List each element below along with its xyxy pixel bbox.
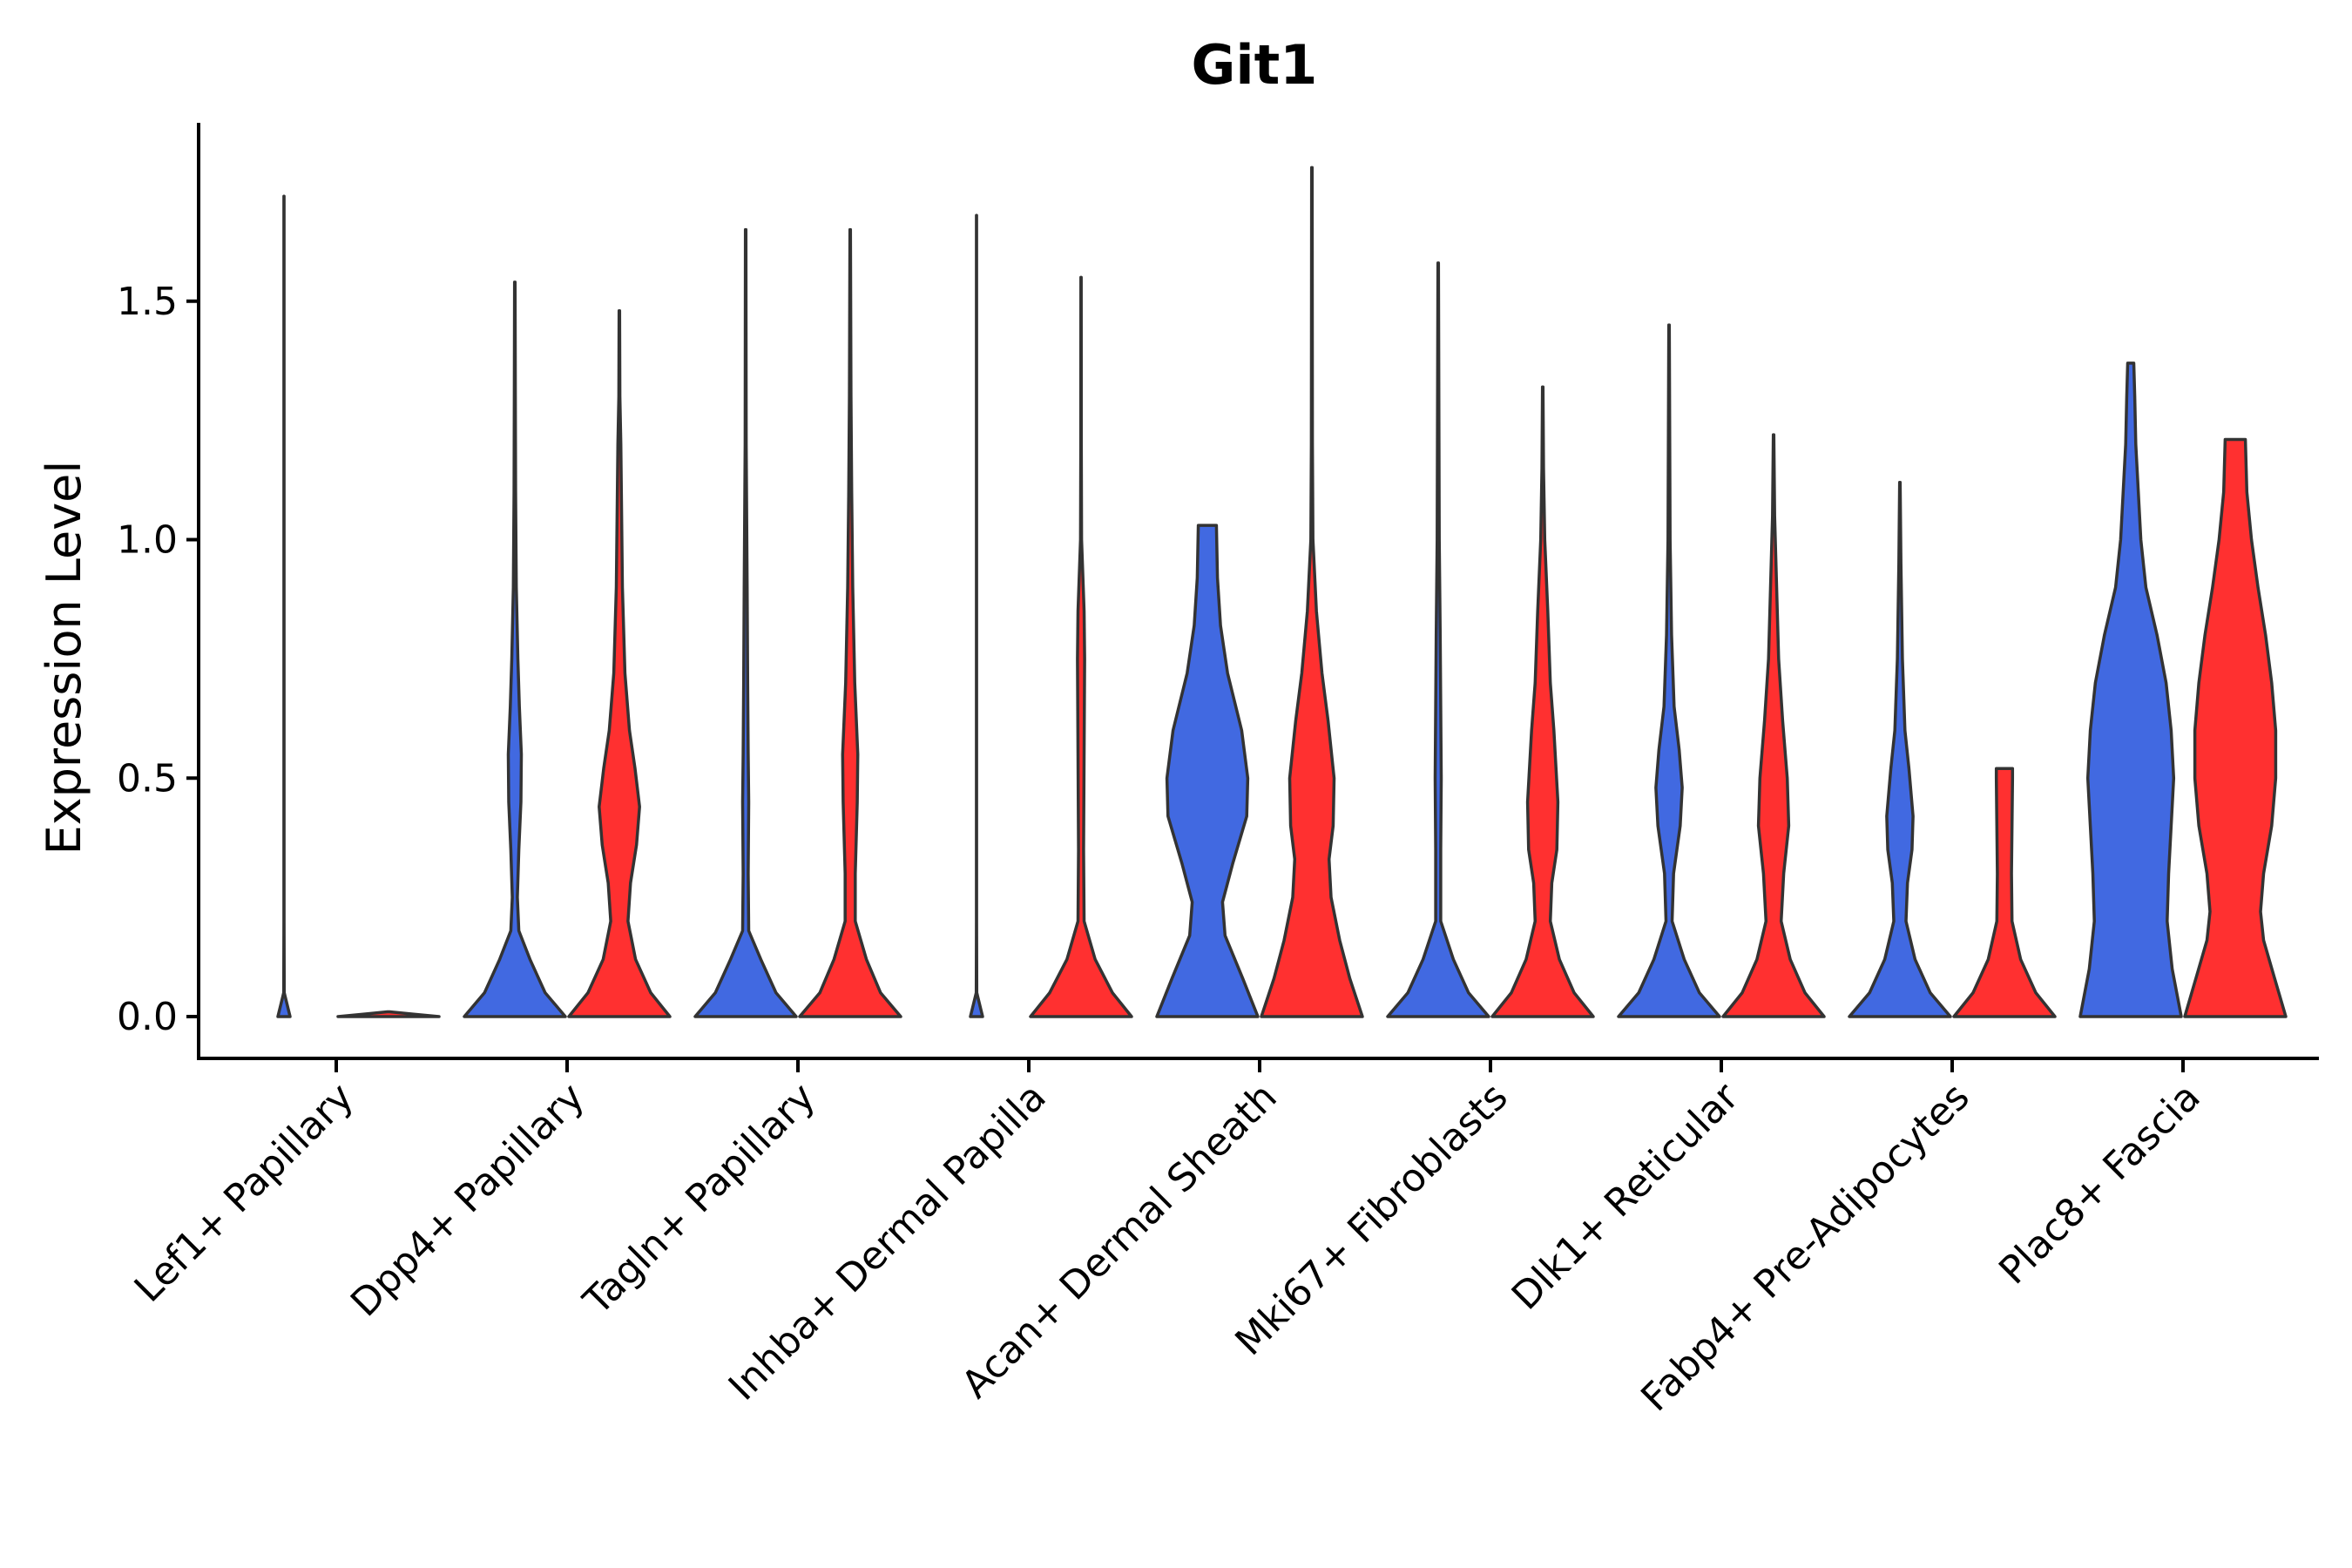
violin-group2: [1952, 767, 2057, 1018]
violin-group2: [1260, 166, 1364, 1018]
violin-group1: [1386, 261, 1490, 1018]
violin-group2: [336, 1010, 441, 1018]
violin-group1: [276, 194, 292, 1018]
x-tick-label: Dpp4+ Papillary: [342, 1075, 593, 1326]
violin-group1: [463, 280, 567, 1018]
violin-group2: [2183, 437, 2288, 1018]
violin-group1: [1617, 323, 1721, 1018]
violin-group2: [1490, 385, 1595, 1018]
x-tick-label: Plac8+ Fascia: [1990, 1075, 2209, 1294]
chart-title: Git1: [1192, 33, 1318, 97]
violin-group1: [1155, 524, 1260, 1018]
y-tick-label: 1.5: [117, 280, 178, 324]
violin-group1: [969, 213, 984, 1018]
y-axis-title: Expression Level: [37, 461, 91, 855]
violin-group2: [567, 308, 672, 1018]
violin-group2: [1721, 433, 1826, 1018]
x-tick-label: Tagln+ Papillary: [575, 1075, 824, 1324]
violin-group1: [1848, 481, 1952, 1018]
y-axis: 0.0 0.5 1.0 1.5: [117, 123, 200, 1060]
y-tick-label: 0.0: [117, 995, 178, 1039]
y-tick-label: 0.5: [117, 756, 178, 801]
y-tick-label: 1.0: [117, 518, 178, 563]
x-tick-label: Dlk1+ Reticular: [1504, 1074, 1748, 1319]
violin-group2: [1029, 275, 1133, 1018]
violin-group: [276, 166, 2288, 1018]
violin-group1: [693, 227, 798, 1018]
violin-group1: [2078, 362, 2183, 1018]
violin-group2: [798, 227, 902, 1018]
x-tick-label: Lef1+ Papillary: [126, 1075, 362, 1311]
